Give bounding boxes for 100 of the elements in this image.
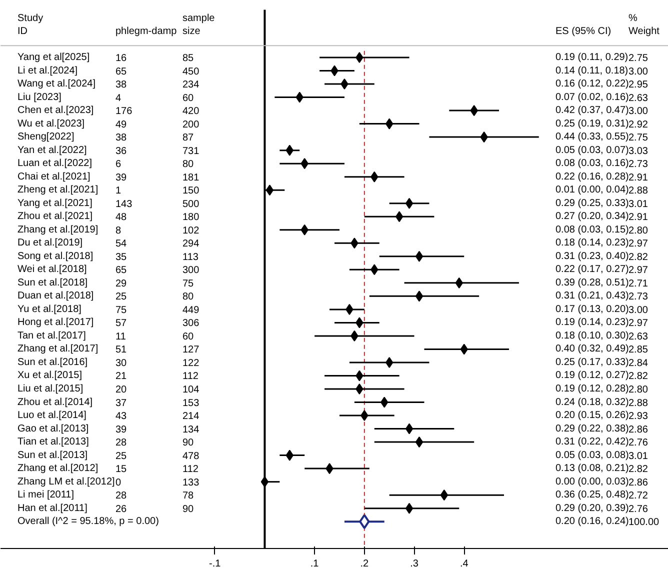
annotation: 2.63 xyxy=(628,92,648,104)
y-tick-label: Yu et al.[2018] xyxy=(18,304,82,315)
annotation: 2.63 xyxy=(628,331,648,342)
annotation: 2.76 xyxy=(628,504,648,515)
annotation: 2.88 xyxy=(628,398,648,409)
annotation: 2.85 xyxy=(628,344,648,356)
annotation: 134 xyxy=(182,424,200,436)
annotation: 2.82 xyxy=(628,252,648,263)
y-tick-label: Zhang et al.[2017] xyxy=(18,344,98,355)
annotation: 0.24 (0.18, 0.32) xyxy=(556,396,629,408)
annotation: 2.71 xyxy=(628,278,648,290)
annotation: 2.97 xyxy=(628,265,648,276)
y-tick-label: Song et al.[2018] xyxy=(18,250,94,262)
point xyxy=(359,514,370,530)
annotation: 0.14 (0.11, 0.18) xyxy=(556,65,628,76)
annotation: 2.82 xyxy=(628,371,648,382)
point xyxy=(415,290,424,302)
annotation: 30 xyxy=(116,358,128,369)
annotation: 214 xyxy=(182,411,200,422)
y-tick-label: Zhang et al.[2012] xyxy=(18,463,98,474)
annotation: 39 xyxy=(116,424,128,436)
point xyxy=(395,211,404,222)
annotation: 6 xyxy=(116,159,122,170)
annotation: 48 xyxy=(116,212,128,224)
annotation: 54 xyxy=(116,238,128,250)
annotation: 0.05 (0.03, 0.08) xyxy=(556,450,629,461)
annotation: 21 xyxy=(116,371,128,382)
annotation: 75 xyxy=(182,278,194,290)
annotation: 420 xyxy=(182,106,200,118)
annotation: 85 xyxy=(182,53,194,64)
annotation: 500 xyxy=(182,198,200,210)
annotation: 36 xyxy=(116,146,128,157)
annotation: 122 xyxy=(182,358,200,369)
annotation: 0.19 (0.12, 0.28) xyxy=(556,384,629,394)
annotation: 0.22 (0.16, 0.28) xyxy=(556,171,629,182)
annotation: 143 xyxy=(116,198,133,210)
point xyxy=(405,198,414,209)
annotation: 0.16 (0.12, 0.22) xyxy=(556,78,629,90)
y-tick-label: Du et al.[2019] xyxy=(18,238,83,249)
text: ID xyxy=(18,26,28,38)
y-tick-label: Tan et al.[2017] xyxy=(18,330,86,342)
y-tick-label: Han et al.[2011] xyxy=(18,502,88,514)
annotation: 26 xyxy=(116,504,128,515)
annotation: 57 xyxy=(116,318,128,330)
annotation: 2.75 xyxy=(628,53,648,64)
annotation: 2.75 xyxy=(628,132,648,144)
point xyxy=(415,250,424,262)
y-tick-label: Zhou et al.[2021] xyxy=(18,211,93,222)
annotation: 4 xyxy=(116,92,122,104)
annotation: 0.40 (0.32, 0.49) xyxy=(556,344,629,355)
annotation: 150 xyxy=(182,186,200,197)
annotation: 0.29 (0.25, 0.33) xyxy=(556,198,629,209)
annotation: 25 xyxy=(116,450,128,462)
annotation: 0.19 (0.14, 0.23) xyxy=(556,317,629,328)
annotation: 0.36 (0.25, 0.48) xyxy=(556,490,629,501)
annotation: 0.27 (0.20, 0.34) xyxy=(556,211,629,222)
y-tick-label: Li et al.[2024] xyxy=(18,65,78,76)
annotation: 28 xyxy=(116,490,128,502)
x-tick-label: .2 xyxy=(360,558,370,570)
annotation: 112 xyxy=(182,371,199,382)
annotation: 181 xyxy=(182,172,200,184)
y-tick-label: Tian et al.[2013] xyxy=(18,436,90,448)
annotation: 2.92 xyxy=(628,119,648,130)
y-tick-label: Overall (I^2 = 95.18%, p = 0.00) xyxy=(18,516,159,528)
y-tick-label: Li mei [2011] xyxy=(18,490,74,501)
annotation: 153 xyxy=(182,398,200,409)
annotation: 104 xyxy=(182,384,200,396)
annotation: 0.19 (0.11, 0.29) xyxy=(556,52,628,63)
annotation: 2.88 xyxy=(628,186,648,197)
annotation: 37 xyxy=(116,398,128,409)
annotation: 234 xyxy=(182,80,200,91)
annotation: 60 xyxy=(182,92,194,104)
annotation: 0.07 (0.02, 0.16) xyxy=(556,92,629,103)
annotation: 25 xyxy=(116,292,128,303)
annotation: 3.01 xyxy=(628,450,648,462)
annotation: 3.00 xyxy=(628,106,648,118)
annotation: 2.93 xyxy=(628,411,648,422)
annotation: 0.08 (0.03, 0.15) xyxy=(556,224,629,236)
annotation: 0.22 (0.17, 0.27) xyxy=(556,264,629,276)
annotation: 75 xyxy=(116,304,128,316)
point xyxy=(440,490,448,501)
annotation: 0.44 (0.33, 0.55) xyxy=(556,132,629,143)
annotation: 0.20 (0.15, 0.26) xyxy=(556,410,629,422)
point xyxy=(266,184,274,196)
point xyxy=(356,52,364,63)
annotation: 294 xyxy=(182,238,200,250)
y-tick-label: Sun et al.[2018] xyxy=(18,277,88,288)
annotation: 2.97 xyxy=(628,238,648,250)
y-tick-label: Liu [2023] xyxy=(18,92,62,103)
annotation: 0.18 (0.14, 0.23) xyxy=(556,238,629,249)
y-tick-label: Hong et al.[2017] xyxy=(18,317,94,328)
annotation: 35 xyxy=(116,252,128,263)
point xyxy=(405,423,414,434)
text: % xyxy=(628,13,638,24)
annotation: 16 xyxy=(116,53,128,64)
y-tick-label: Luan et al.[2022] xyxy=(18,158,92,170)
annotation: 133 xyxy=(182,477,200,488)
annotation: 0.31 (0.23, 0.40) xyxy=(556,250,629,262)
text: size xyxy=(182,26,201,38)
y-tick-label: Gao et al.[2013] xyxy=(18,423,89,434)
